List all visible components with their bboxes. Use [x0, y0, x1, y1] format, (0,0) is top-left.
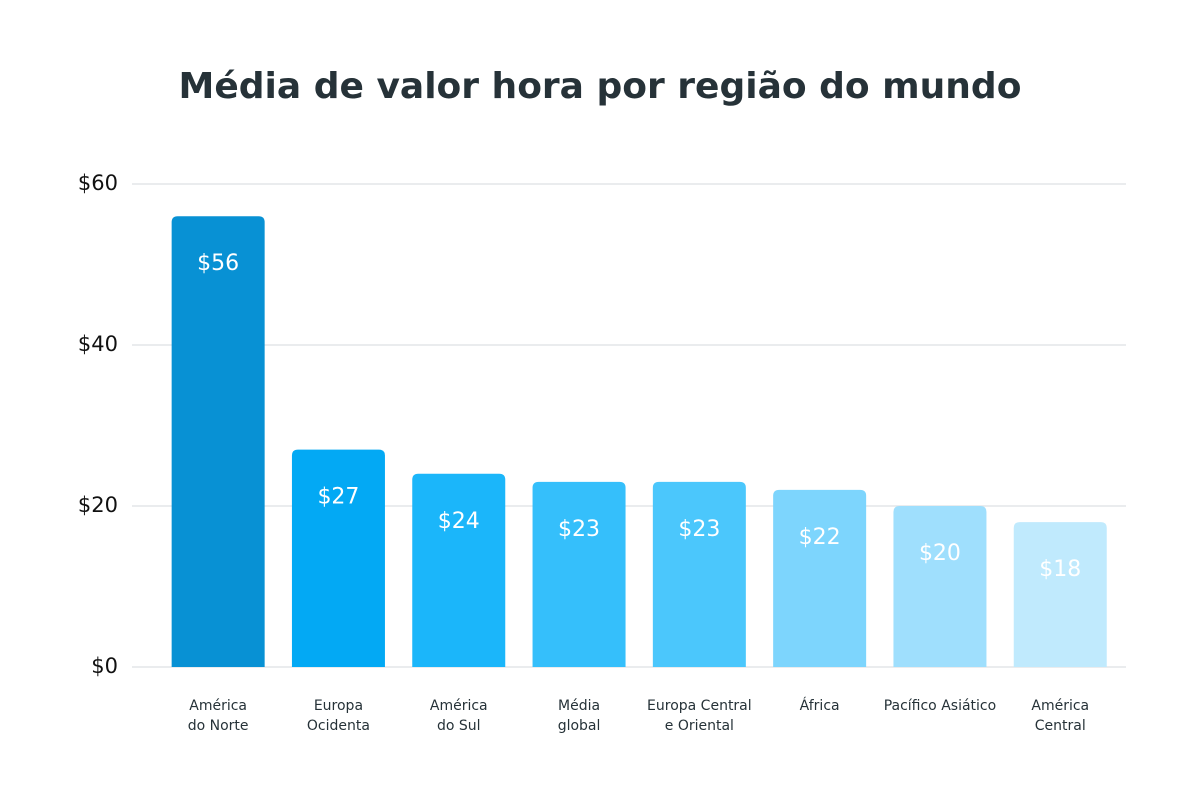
bar: [171, 216, 265, 667]
y-tick-label: $20: [78, 493, 118, 517]
x-tick-label: Média global: [557, 698, 601, 734]
y-tick-label: $40: [78, 332, 118, 356]
bar: [893, 506, 987, 667]
bar: [1013, 522, 1107, 667]
x-tick-label: África: [799, 698, 840, 714]
chart-title: Média de valor hora por região do mundo: [179, 66, 1022, 107]
bar: [773, 489, 867, 667]
bar: [532, 481, 626, 667]
value-label: $23: [558, 517, 600, 542]
x-tick-label: América do Norte: [187, 698, 249, 734]
x-tick-label: América Central: [1031, 698, 1090, 734]
y-tick-label: $0: [91, 654, 118, 678]
value-label: $23: [678, 517, 720, 542]
value-label: $27: [317, 485, 359, 510]
x-tick-label: Europa Ocidenta: [306, 698, 370, 734]
x-tick-label: América do Sul: [429, 698, 488, 734]
y-tick-label: $60: [78, 171, 118, 195]
bar: [652, 481, 746, 667]
bar: [412, 473, 506, 667]
value-label: $18: [1039, 557, 1081, 582]
value-label: $22: [799, 525, 841, 550]
value-label: $24: [438, 509, 480, 534]
value-label: $20: [919, 541, 961, 566]
bar: [291, 449, 385, 667]
value-label: $56: [197, 251, 239, 276]
x-tick-label: Pacífico Asiático: [883, 698, 997, 714]
x-tick-label: Europa Central e Oriental: [647, 698, 752, 734]
